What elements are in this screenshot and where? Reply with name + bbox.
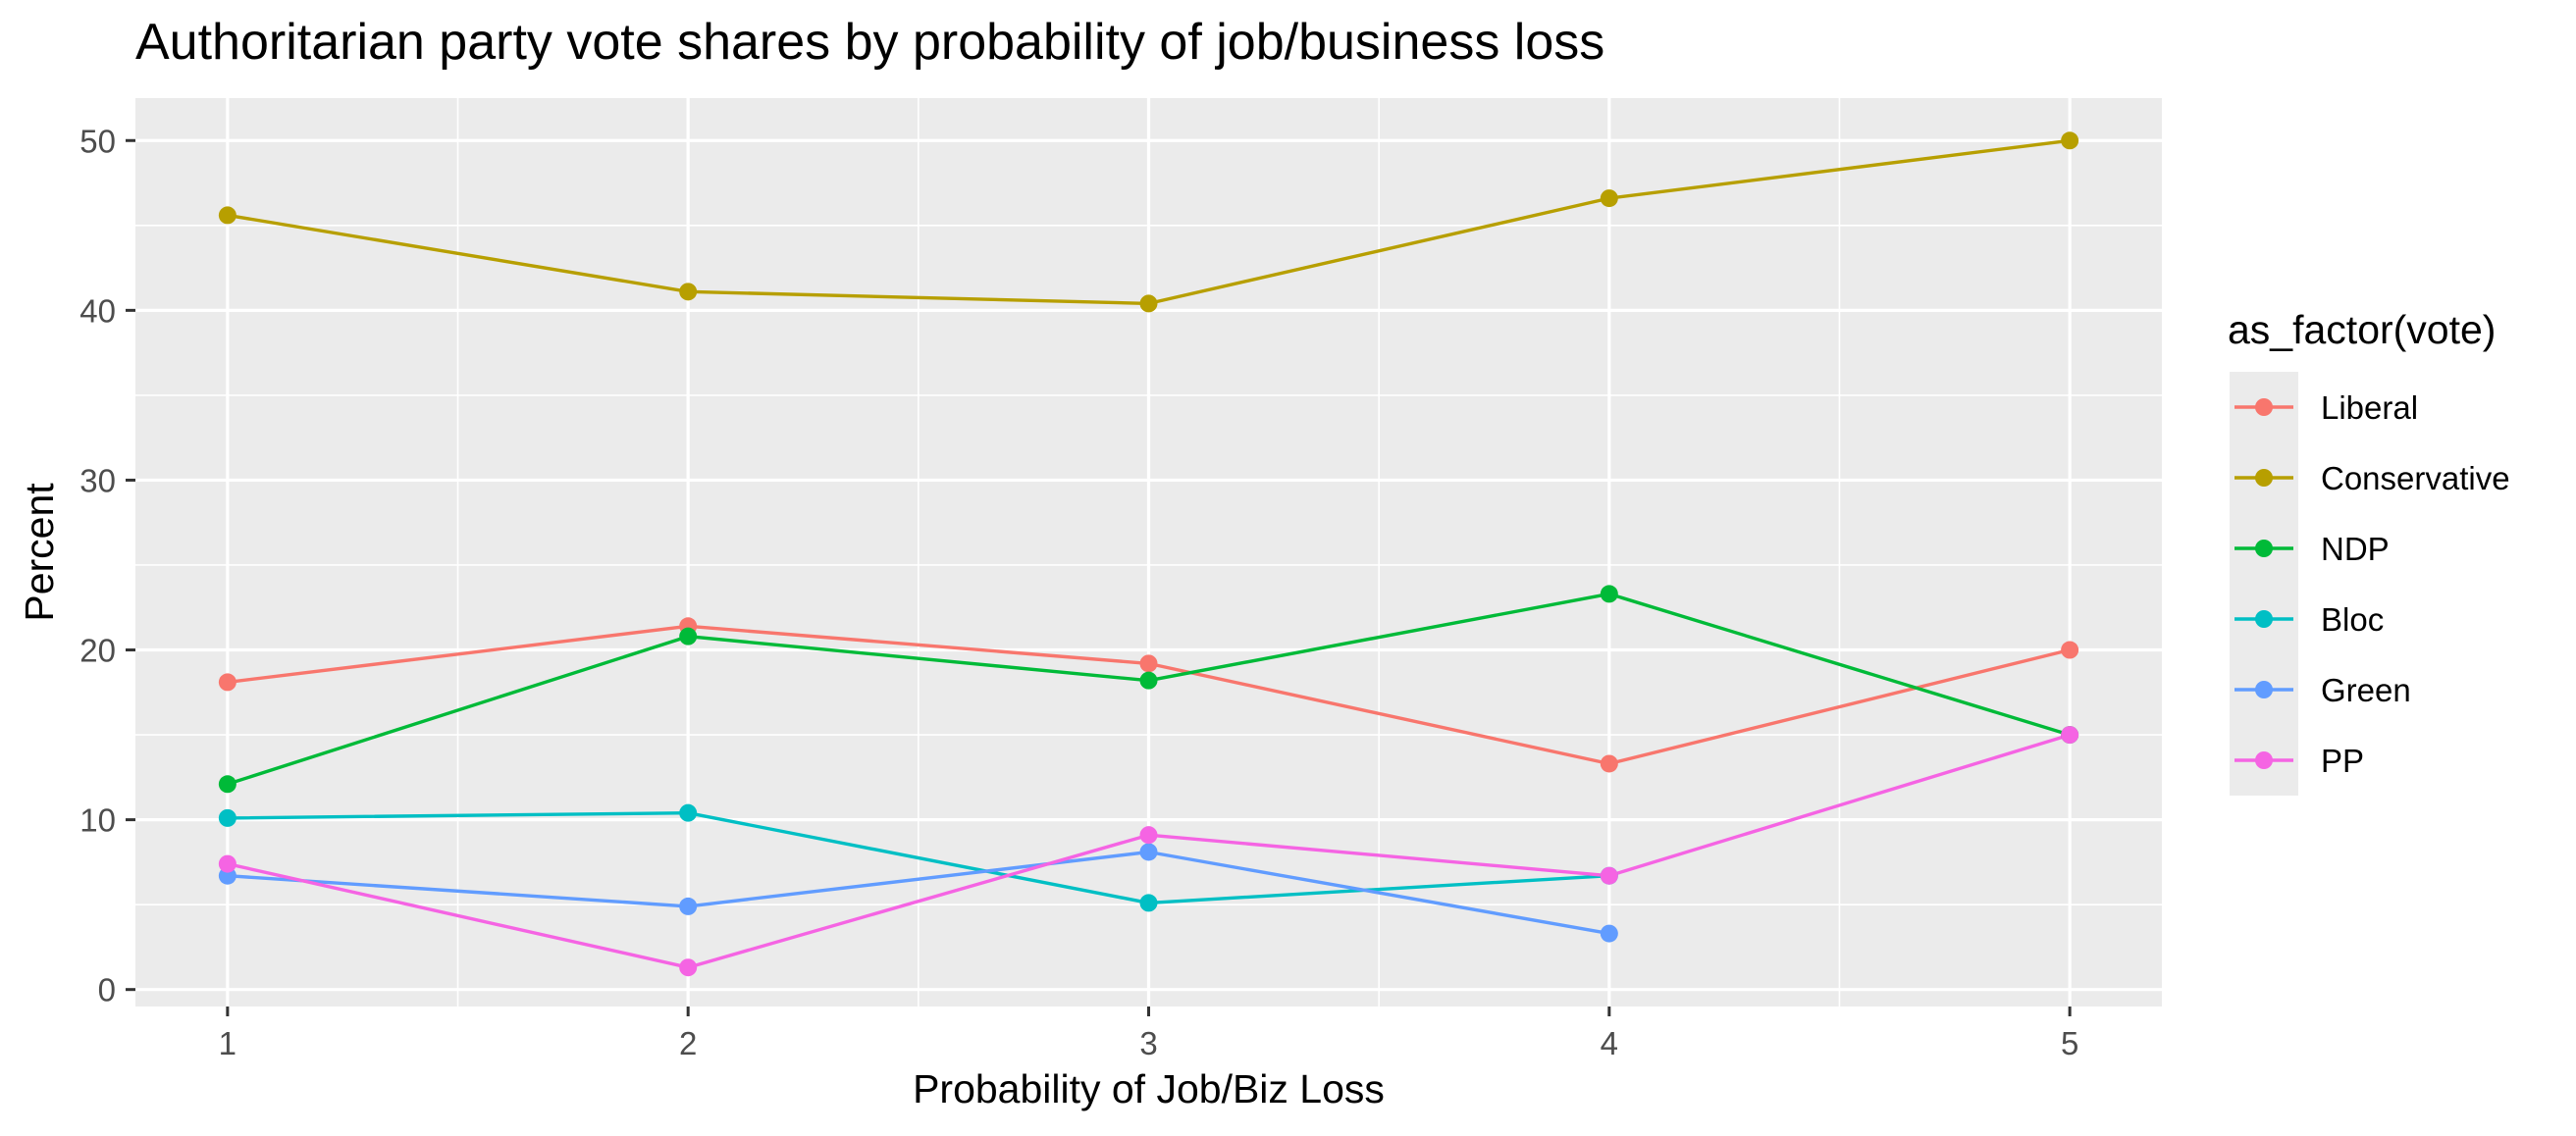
data-point-bloc [218,808,237,827]
legend-key-point-ndp [2255,540,2273,557]
y-tick-label: 40 [79,292,116,329]
data-point-green [1600,924,1618,943]
legend-label-pp: PP [2321,743,2364,779]
y-tick-label: 0 [98,972,116,1008]
y-axis-title: Percent [17,483,62,622]
x-tick-label: 5 [2061,1025,2078,1061]
legend-label-ndp: NDP [2321,531,2390,567]
data-point-pp [1600,866,1618,885]
legend-label-liberal: Liberal [2321,389,2418,426]
legend-title: as_factor(vote) [2228,307,2496,352]
series-line-green [227,850,1610,936]
data-point-conservative [2061,131,2079,150]
y-tick-label: 50 [79,123,116,159]
data-point-pp [218,854,237,873]
data-point-bloc [1139,894,1158,912]
data-point-green [679,897,698,915]
legend-label-green: Green [2321,672,2411,708]
data-point-green [1139,843,1158,861]
x-tick-label: 1 [219,1025,237,1061]
legend-key-background [2230,372,2298,796]
x-tick-label: 3 [1139,1025,1157,1061]
y-tick-label: 30 [79,462,116,498]
data-point-liberal [218,673,237,692]
data-point-liberal [1139,654,1158,673]
data-point-pp [2061,726,2079,745]
data-point-conservative [1139,294,1158,313]
data-point-pp [679,958,698,977]
legend: as_factor(vote) Liberal Conservative NDP Bl… [2228,307,2510,796]
y-tick-label: 20 [79,633,116,669]
legend-label-bloc: Bloc [2321,601,2384,638]
legend-key-point-green [2255,681,2273,698]
series-line-bloc [227,811,1609,905]
data-point-liberal [2061,641,2079,659]
series-points [218,131,2079,977]
legend-items: Liberal Conservative NDP Bloc Green PP [2230,372,2510,796]
x-tick-label: 2 [679,1025,697,1061]
data-point-bloc [679,803,698,822]
legend-label-conservative: Conservative [2321,460,2510,496]
data-point-ndp [1600,585,1618,603]
data-point-ndp [679,627,698,645]
y-axis: 0 10 20 30 40 50 [79,123,135,1008]
x-tick-label: 4 [1601,1025,1618,1061]
data-point-ndp [1139,671,1158,690]
data-point-conservative [679,283,698,301]
chart-title: Authoritarian party vote shares by proba… [135,14,1604,71]
legend-key-point-pp [2255,751,2273,769]
data-point-conservative [1600,189,1618,208]
data-point-conservative [218,206,237,225]
legend-key-point-bloc [2255,610,2273,628]
x-axis: 1 2 3 4 5 [219,1007,2078,1061]
data-point-ndp [218,775,237,794]
y-tick-label: 10 [79,802,116,839]
legend-key-point-liberal [2255,398,2273,416]
data-point-pp [1139,826,1158,845]
data-point-liberal [1600,754,1618,773]
legend-key-point-conservative [2255,469,2273,487]
x-axis-title: Probability of Job/Biz Loss [913,1066,1385,1111]
